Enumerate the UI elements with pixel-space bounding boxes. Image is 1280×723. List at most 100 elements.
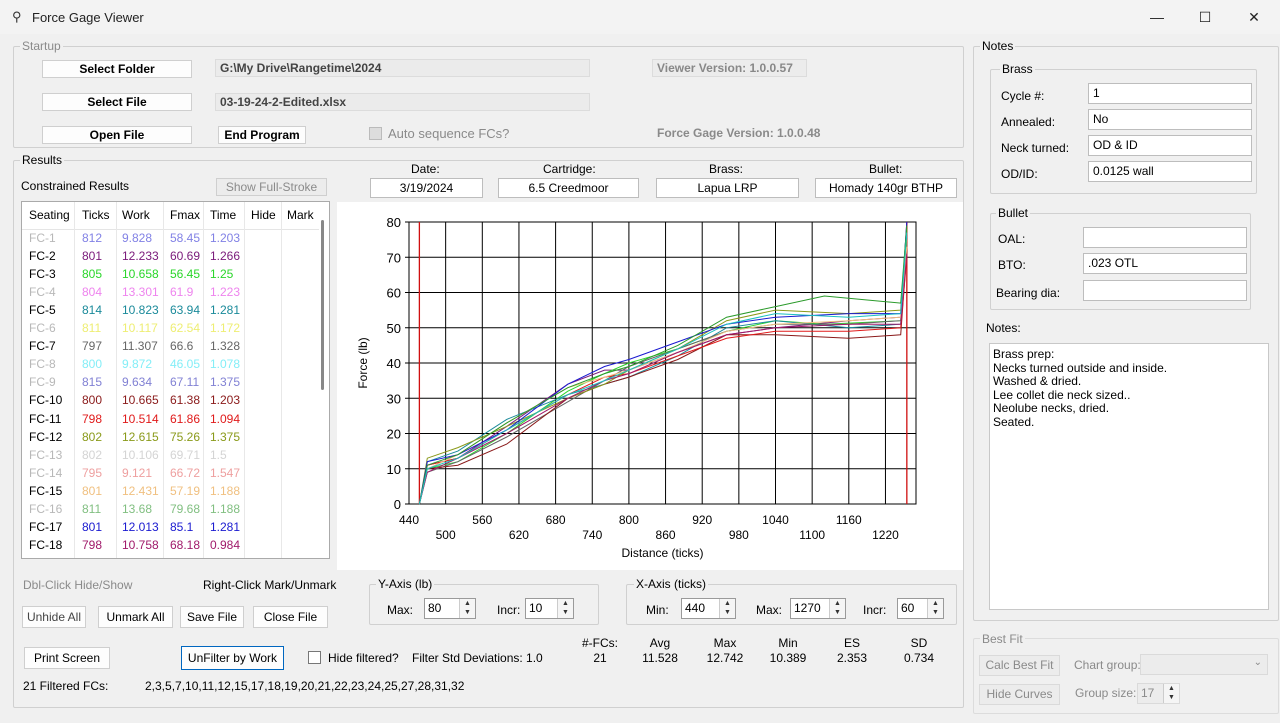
- close-button[interactable]: ✕: [1248, 9, 1260, 25]
- oal-field[interactable]: [1083, 227, 1247, 248]
- table-row[interactable]: FC-11 798 10.514 61.86 1.094: [22, 410, 312, 428]
- gage-version: Force Gage Version: 1.0.0.48: [657, 126, 821, 140]
- cell-name: FC-13: [29, 447, 63, 462]
- calc-best-fit-button[interactable]: Calc Best Fit: [979, 655, 1060, 676]
- right-click-hint: Right-Click Mark/Unmark: [203, 578, 337, 592]
- spin-arrows-icon[interactable]: ▲ ▼: [719, 599, 735, 618]
- bto-label: BTO:: [998, 258, 1026, 272]
- y-tick-label: 50: [387, 321, 401, 336]
- brass-field[interactable]: Lapua LRP: [656, 178, 799, 198]
- chart-group-select[interactable]: ⌄: [1140, 654, 1268, 675]
- col-seating[interactable]: Seating: [29, 208, 70, 222]
- od-id-field[interactable]: 0.0125 wall: [1088, 161, 1252, 182]
- spin-arrows-icon[interactable]: ▲ ▼: [829, 599, 845, 618]
- col-ticks[interactable]: Ticks: [82, 208, 110, 222]
- table-row[interactable]: FC-8 800 9.872 46.05 1.078: [22, 355, 312, 373]
- cell-time: 1.375: [210, 375, 241, 390]
- maximize-button[interactable]: ☐: [1198, 9, 1212, 25]
- col-fmax[interactable]: Fmax: [170, 208, 200, 222]
- table-row[interactable]: FC-4 804 13.301 61.9 1.223: [22, 283, 312, 301]
- col-work[interactable]: Work: [122, 208, 150, 222]
- folder-path-field: G:\My Drive\Rangetime\2024: [215, 59, 590, 77]
- table-row[interactable]: FC-6 811 10.117 62.54 1.172: [22, 319, 312, 337]
- table-row[interactable]: FC-16 811 13.68 79.68 1.188: [22, 500, 312, 518]
- bearing-dia-field[interactable]: [1083, 280, 1247, 301]
- table-row[interactable]: FC-7 797 11.307 66.6 1.328: [22, 337, 312, 355]
- y-max-spinner[interactable]: 80 ▲ ▼: [424, 598, 476, 619]
- cell-work: 10.658: [122, 267, 159, 282]
- cell-name: FC-17: [29, 519, 63, 534]
- col-mark[interactable]: Mark: [287, 208, 314, 222]
- neck-turned-field[interactable]: OD & ID: [1088, 135, 1252, 156]
- table-row[interactable]: FC-14 795 9.121 66.72 1.547: [22, 464, 312, 482]
- x-incr-spinner[interactable]: 60 ▲ ▼: [897, 598, 944, 619]
- auto-sequence-checkbox[interactable]: [369, 127, 382, 140]
- unfilter-by-work-button[interactable]: UnFilter by Work: [181, 646, 284, 670]
- end-program-button[interactable]: End Program: [218, 126, 306, 144]
- cell-ticks: 802: [82, 447, 103, 462]
- col-hide[interactable]: Hide: [251, 208, 276, 222]
- series-line: [418, 257, 908, 505]
- table-row[interactable]: FC-18 798 10.758 68.18 0.984: [22, 536, 312, 554]
- save-file-button[interactable]: Save File: [180, 606, 244, 628]
- annealed-field[interactable]: No: [1088, 109, 1252, 130]
- cell-fmax: 66.6: [170, 339, 194, 354]
- unmark-all-button[interactable]: Unmark All: [98, 606, 173, 628]
- constrained-results-label: Constrained Results: [21, 179, 130, 193]
- col-time[interactable]: Time: [210, 208, 237, 222]
- cell-fmax: 75.26: [170, 429, 201, 444]
- stat-header: Min: [778, 636, 798, 650]
- x-max-spinner[interactable]: 1270 ▲ ▼: [790, 598, 846, 619]
- table-row[interactable]: FC-17 801 12.013 85.1 1.281: [22, 518, 312, 536]
- print-screen-button[interactable]: Print Screen: [24, 647, 110, 669]
- spin-arrows-icon[interactable]: ▲ ▼: [557, 599, 573, 618]
- table-row[interactable]: FC-13 802 10.106 69.71 1.5: [22, 446, 312, 464]
- x-min-label: Min:: [646, 603, 669, 617]
- table-row[interactable]: FC-15 801 12.431 57.19 1.188: [22, 482, 312, 500]
- cycle-field[interactable]: 1: [1088, 83, 1252, 104]
- open-file-button[interactable]: Open File: [42, 126, 192, 144]
- cell-ticks: 811: [82, 501, 102, 516]
- grid-body: FC-1 812 9.828 58.45 1.203 FC-2 801 12.233 60.69…: [22, 229, 320, 558]
- spin-arrows-icon[interactable]: ▲ ▼: [1163, 684, 1179, 703]
- od-id-label: OD/ID:: [1001, 167, 1038, 181]
- select-folder-button[interactable]: Select Folder: [42, 60, 192, 78]
- spin-arrows-icon[interactable]: ▲ ▼: [459, 599, 475, 618]
- bto-field[interactable]: .023 OTL: [1083, 253, 1247, 274]
- force-chart-svg: 0 10 20 30 40 50 60 70 80 440 560 680 800 920 1040 1160…: [356, 215, 917, 560]
- auto-sequence-label: Auto sequence FCs?: [388, 126, 510, 141]
- table-row[interactable]: FC-5 814 10.823 63.94 1.281: [22, 301, 312, 319]
- notes-textarea[interactable]: Brass prep: Necks turned outside and insi…: [989, 343, 1269, 610]
- cell-name: FC-6: [29, 321, 56, 336]
- cell-work: 10.758: [122, 537, 159, 552]
- table-row[interactable]: FC-1 812 9.828 58.45 1.203: [22, 229, 312, 247]
- show-full-stroke-button[interactable]: Show Full-Stroke: [216, 178, 327, 196]
- group-size-spinner[interactable]: 17 ▲ ▼: [1137, 683, 1180, 704]
- stat-header: #-FCs:: [582, 636, 618, 650]
- app-icon: ⚲: [12, 9, 22, 24]
- table-row[interactable]: FC-3 805 10.658 56.45 1.25: [22, 265, 312, 283]
- table-row[interactable]: FC-2 801 12.233 60.69 1.266: [22, 247, 312, 265]
- cartridge-field[interactable]: 6.5 Creedmoor: [498, 178, 639, 198]
- select-file-button[interactable]: Select File: [42, 93, 192, 111]
- y-incr-spinner[interactable]: 10 ▲ ▼: [525, 598, 574, 619]
- bullet-field[interactable]: Homady 140gr BTHP: [815, 178, 957, 198]
- minimize-button[interactable]: —: [1150, 9, 1164, 25]
- hide-filtered-checkbox[interactable]: [308, 651, 321, 664]
- results-grid[interactable]: Seating Ticks Work Fmax Time Hide Mark F…: [21, 201, 330, 559]
- table-row[interactable]: FC-10 800 10.665 61.38 1.203: [22, 391, 312, 409]
- table-row[interactable]: FC-12 802 12.615 75.26 1.375: [22, 428, 312, 446]
- cell-work: 13.301: [122, 285, 159, 300]
- grid-scrollbar[interactable]: [319, 202, 329, 558]
- close-file-button[interactable]: Close File: [253, 606, 328, 628]
- table-row[interactable]: FC-9 815 9.634 67.11 1.375: [22, 373, 312, 391]
- cell-fmax: 56.45: [170, 267, 201, 282]
- date-field[interactable]: 3/19/2024: [370, 178, 483, 198]
- hide-curves-button[interactable]: Hide Curves: [979, 684, 1060, 705]
- x-min-spinner[interactable]: 440 ▲ ▼: [681, 598, 736, 619]
- results-label: Results: [20, 153, 65, 167]
- stat-value: 21: [593, 651, 607, 665]
- unhide-all-button[interactable]: Unhide All: [22, 606, 86, 628]
- cell-time: 1.266: [210, 249, 241, 264]
- spin-arrows-icon[interactable]: ▲ ▼: [927, 599, 943, 618]
